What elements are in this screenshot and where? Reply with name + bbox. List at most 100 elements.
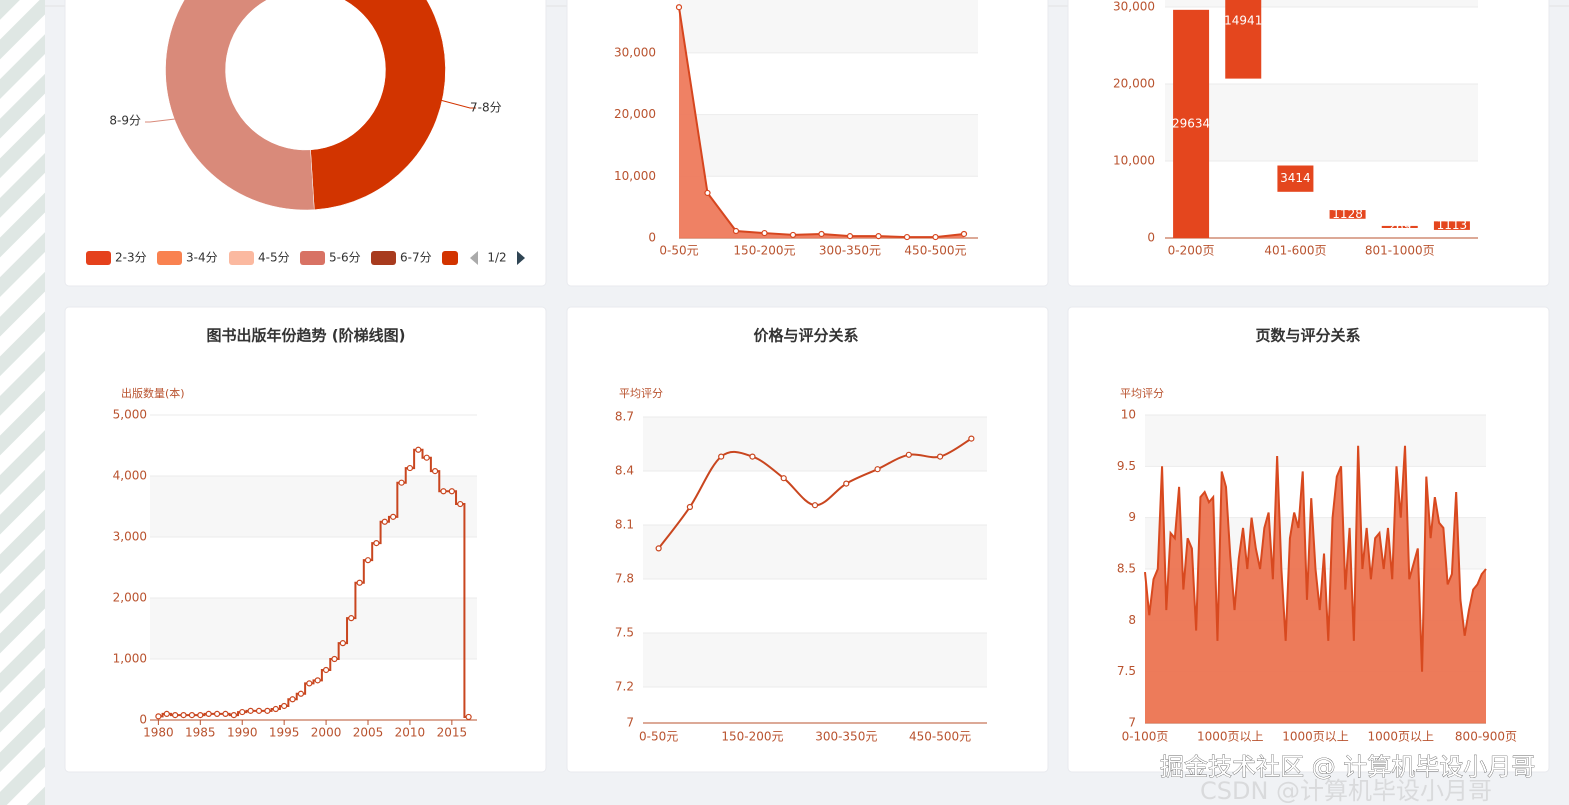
x-tick-label: 450-500元 [904, 244, 966, 258]
y-tick-label: 2,000 [113, 591, 147, 605]
y-tick-label: 7.5 [615, 626, 634, 640]
marker [903, 233, 911, 241]
x-tick-label: 0-50元 [659, 244, 698, 258]
bar-label: 14941 [1224, 14, 1262, 28]
legend-swatch [229, 251, 254, 265]
marker [205, 710, 212, 718]
x-tick-label: 300-350元 [819, 244, 881, 258]
legend-swatch [157, 251, 182, 265]
marker [406, 464, 414, 472]
y-tick-label: 8 [1128, 613, 1136, 627]
bar-label: 269 [1388, 219, 1411, 233]
x-tick-label: 300-350元 [815, 730, 877, 744]
chart-title: 页数与评分关系 [1255, 327, 1360, 345]
legend-page: 1/2 [487, 251, 506, 265]
y-tick-label: 8.7 [615, 410, 634, 424]
y-tick-label: 0 [1147, 231, 1155, 245]
y-tick-label: 20,000 [614, 107, 656, 121]
marker [356, 579, 363, 586]
marker [423, 454, 430, 461]
x-tick-label: 800-900页 [1455, 730, 1517, 744]
chart-title: 图书出版年份趋势 (阶梯线图) [207, 327, 406, 345]
x-tick-label: 2010 [395, 726, 426, 740]
split-area [1145, 415, 1486, 467]
marker [968, 435, 975, 442]
split-area [679, 114, 978, 177]
marker [197, 712, 204, 719]
area [679, 7, 964, 238]
x-tick-label: 801-1000页 [1365, 244, 1435, 258]
marker [398, 479, 405, 486]
y-tick-label: 9 [1128, 510, 1136, 524]
x-tick-label: 1000页以上 [1197, 730, 1264, 744]
marker [239, 708, 246, 716]
x-tick-label: 401-600页 [1264, 244, 1326, 258]
y-axis-name: 平均评分 [619, 387, 663, 400]
marker [457, 500, 464, 508]
marker [960, 230, 968, 238]
line [1144, 445, 1487, 672]
legend-label: 3-4分 [186, 251, 218, 265]
bar [1381, 225, 1418, 228]
marker [761, 229, 768, 237]
x-tick-label: 2000 [311, 726, 342, 740]
marker [431, 468, 439, 475]
marker [732, 227, 740, 235]
bar-label: 1113 [1437, 218, 1468, 232]
marker [874, 466, 881, 473]
label-line [439, 99, 476, 109]
card [64, 0, 547, 287]
marker [272, 705, 279, 713]
marker [373, 539, 380, 547]
y-axis-name: 出版数量(本) [121, 386, 185, 400]
y-tick-label: 7.2 [615, 680, 634, 694]
y-axis-name: 平均评分 [1120, 387, 1164, 400]
x-tick-label: 150-200元 [721, 730, 783, 744]
y-tick-label: 7 [1128, 716, 1136, 730]
x-tick-label: 0-100页 [1122, 730, 1169, 744]
marker [875, 233, 882, 240]
marker [281, 702, 288, 710]
legend-label: 2-3分 [115, 251, 147, 265]
marker [180, 712, 187, 719]
split-area [150, 598, 477, 659]
marker [686, 503, 694, 511]
bar-label: 29634 [1172, 116, 1210, 130]
split-area [1165, 0, 1478, 7]
y-tick-label: 4,000 [113, 469, 147, 483]
y-tick-label: 10,000 [1113, 154, 1155, 168]
split-area [643, 633, 987, 687]
marker [163, 710, 170, 718]
slice-label: 8-9分 [109, 114, 141, 128]
slice-label: 7-8分 [470, 101, 502, 115]
marker [440, 488, 447, 495]
bar [1277, 165, 1314, 192]
legend-label: 4-5分 [258, 251, 290, 265]
legend-label: 5-6分 [329, 251, 361, 265]
marker [675, 4, 683, 11]
chart-title: 价格与评分关系 [753, 327, 858, 345]
bar [1433, 221, 1470, 230]
y-tick-label: 9.5 [1117, 459, 1136, 473]
marker [188, 712, 196, 719]
split-area [643, 525, 987, 579]
x-tick-label: 1980 [143, 726, 174, 740]
y-tick-label: 10,000 [614, 169, 656, 183]
charts: 7-8分 8-9分 2-3分 3-4分 4-5分 5-6分 6-7分 1/2 0 10,000 20… [86, 0, 1517, 744]
x-tick-label: 2005 [353, 726, 384, 740]
marker [749, 453, 756, 460]
watermark-ghost: CSDN @计算机毕设小月哥 [1200, 777, 1492, 805]
y-tick-label: 7 [626, 716, 634, 730]
marker [331, 655, 338, 663]
marker [465, 713, 472, 721]
legend-swatch [300, 251, 325, 265]
split-area [643, 417, 987, 471]
watermark: 掘金技术社区 @ 计算机毕设小月哥 [1160, 753, 1535, 781]
y-tick-label: 5,000 [113, 408, 147, 422]
marker [314, 677, 321, 684]
marker [289, 696, 296, 703]
marker [339, 640, 346, 647]
marker [306, 680, 313, 687]
marker [364, 557, 372, 564]
marker [780, 475, 787, 482]
